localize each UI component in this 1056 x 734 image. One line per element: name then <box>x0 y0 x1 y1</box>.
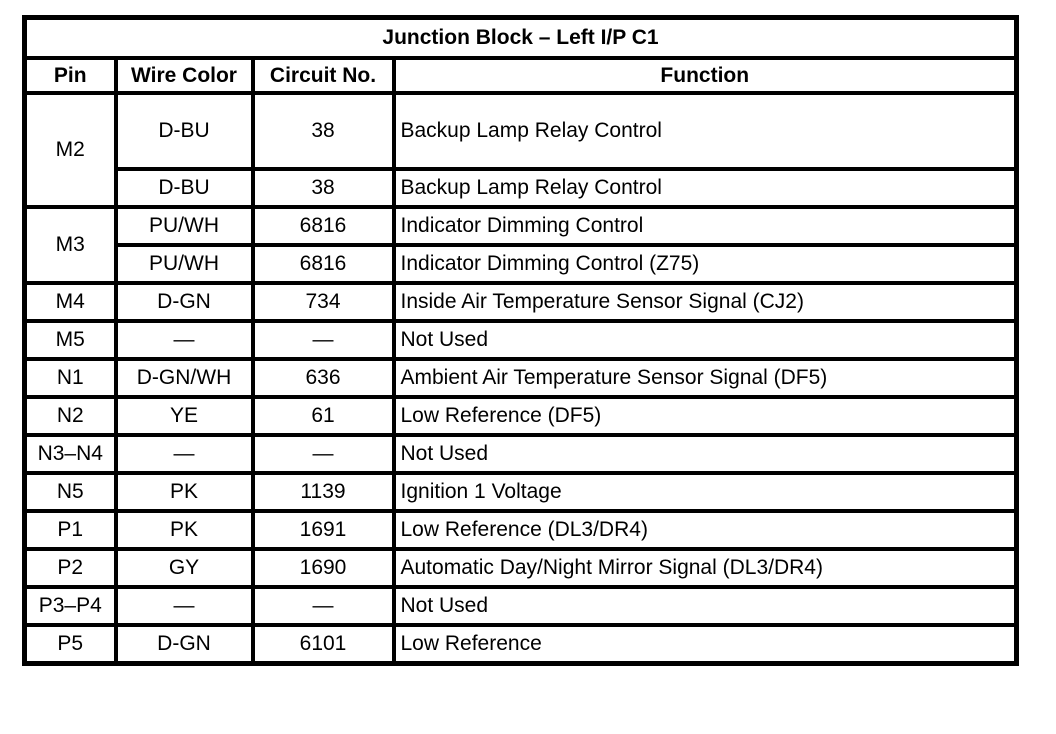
function-cell: Backup Lamp Relay Control <box>391 91 1019 171</box>
circuit-cell: 1690 <box>250 547 396 589</box>
table-row: M3 PU/WH 6816 Indicator Dimming Control <box>22 205 1019 285</box>
circuit-cell: — <box>250 433 396 475</box>
table-row: P2 GY 1690 Automatic Day/Night Mirror Signa… <box>22 547 1019 589</box>
circuit-cell: 6816 <box>250 243 396 285</box>
table-row: P3–P4— — Not Used <box>22 585 1019 627</box>
function-cell: Backup Lamp Relay Control <box>391 167 1019 209</box>
function-cell: Low Reference <box>391 623 1019 666</box>
function-cell: Low Reference (DL3/DR4) <box>391 509 1019 551</box>
function-cell: Automatic Day/Night Mirror Signal (DL3/D… <box>391 547 1019 589</box>
circuit-cell: 1139 <box>250 471 396 513</box>
table-row: M4 D-GN 734 Inside Air Temperature Sensor S… <box>22 281 1019 323</box>
wire-color-cell: D-BU <box>113 167 255 209</box>
pin-cell: N1 <box>22 357 118 399</box>
connector-pinout-table: Junction Block – Left I/P C1 Pin Wire Co… <box>22 15 1019 666</box>
function-cell: Indicator Dimming Control <box>391 205 1019 247</box>
table-row: N3–N4— — Not Used <box>22 433 1019 475</box>
function-cell: Not Used <box>391 319 1019 361</box>
table-row: P5 D-GN 6101 Low Reference <box>22 623 1019 666</box>
function-cell: Ambient Air Temperature Sensor Signal (D… <box>391 357 1019 399</box>
pin-cell: M2 <box>22 91 118 209</box>
header-wire-color: Wire Color <box>113 56 255 95</box>
wire-color-cell: — <box>113 433 255 475</box>
pin-cell: N3–N4 <box>22 433 118 475</box>
function-cell: Ignition 1 Voltage <box>391 471 1019 513</box>
wire-color-cell: GY <box>113 547 255 589</box>
wire-color-cell: — <box>113 585 255 627</box>
function-cell: Indicator Dimming Control (Z75) <box>391 243 1019 285</box>
wire-color-cell: YE <box>113 395 255 437</box>
circuit-cell: 734 <box>250 281 396 323</box>
pin-cell: M4 <box>22 281 118 323</box>
circuit-cell: 38 <box>250 91 396 171</box>
pin-cell: M5 <box>22 319 118 361</box>
pin-cell: P1 <box>22 509 118 551</box>
circuit-cell: 38 <box>250 167 396 209</box>
circuit-cell: 6816 <box>250 205 396 247</box>
pin-cell: P2 <box>22 547 118 589</box>
header-pin: Pin <box>22 56 118 95</box>
table-row: P1 PK 1691 Low Reference (DL3/DR4) <box>22 509 1019 551</box>
wire-color-cell: PK <box>113 509 255 551</box>
table-row: M5— — Not Used <box>22 319 1019 361</box>
table-title: Junction Block – Left I/P C1 <box>22 15 1019 60</box>
pin-cell: M3 <box>22 205 118 285</box>
wire-color-cell: — <box>113 319 255 361</box>
pin-cell: P3–P4 <box>22 585 118 627</box>
function-cell: Not Used <box>391 585 1019 627</box>
pin-cell: N2 <box>22 395 118 437</box>
table-row: N2 YE 61 Low Reference (DF5) <box>22 395 1019 437</box>
wire-color-cell: D-GN <box>113 623 255 666</box>
pin-cell: P5 <box>22 623 118 666</box>
wire-color-cell: PU/WH <box>113 205 255 247</box>
wire-color-cell: PK <box>113 471 255 513</box>
function-cell: Inside Air Temperature Sensor Signal (CJ… <box>391 281 1019 323</box>
table-row: N1 D-GN/WH 636 Ambient Air Temperature Sens… <box>22 357 1019 399</box>
circuit-cell: 61 <box>250 395 396 437</box>
header-circuit-no: Circuit No. <box>250 56 396 95</box>
wire-color-cell: D-BU <box>113 91 255 171</box>
table-row: PU/WH 6816 Indicator Dimming Control (Z7… <box>25 243 1019 285</box>
circuit-cell: — <box>250 585 396 627</box>
circuit-cell: 1691 <box>250 509 396 551</box>
table-row: N5 PK 1139 Ignition 1 Voltage <box>22 471 1019 513</box>
function-cell: Low Reference (DF5) <box>391 395 1019 437</box>
circuit-cell: 636 <box>250 357 396 399</box>
table-row: M2 D-BU 38 Backup Lamp Relay Control <box>22 91 1019 209</box>
wire-color-cell: PU/WH <box>113 243 255 285</box>
function-cell: Not Used <box>391 433 1019 475</box>
wire-color-cell: D-GN <box>113 281 255 323</box>
table-row: D-BU 38 Backup Lamp Relay Control <box>25 167 1019 209</box>
header-function: Function <box>391 56 1019 95</box>
pin-cell: N5 <box>22 471 118 513</box>
circuit-cell: — <box>250 319 396 361</box>
circuit-cell: 6101 <box>250 623 396 666</box>
wire-color-cell: D-GN/WH <box>113 357 255 399</box>
